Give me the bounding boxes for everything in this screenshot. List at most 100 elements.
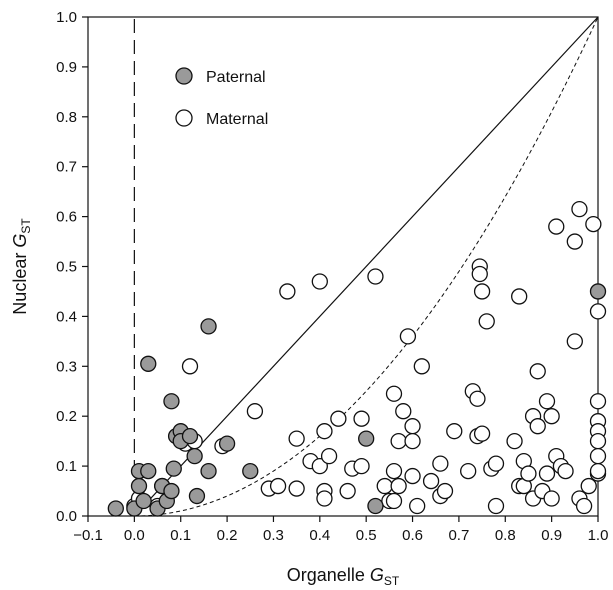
maternal-point xyxy=(473,283,491,300)
paternal-point xyxy=(163,482,180,500)
maternal-point xyxy=(538,393,556,410)
paternal-point xyxy=(181,428,199,445)
x-tick-label: 0.5 xyxy=(356,527,377,544)
maternal-point xyxy=(316,423,333,440)
maternal-point xyxy=(246,403,264,420)
maternal-point xyxy=(436,482,454,500)
maternal-point xyxy=(316,490,333,507)
maternal-point xyxy=(269,477,287,495)
paternal-point xyxy=(140,355,157,372)
maternal-point xyxy=(548,218,565,235)
maternal-point xyxy=(473,425,491,442)
y-axis-title: Nuclear GST xyxy=(10,218,33,315)
x-tick-label: 0.2 xyxy=(217,527,238,544)
maternal-point xyxy=(446,423,463,440)
x-tick-label: 0.6 xyxy=(402,527,423,544)
maternal-point xyxy=(404,432,421,450)
maternal-point xyxy=(557,462,574,480)
maternal-point xyxy=(471,265,488,283)
maternal-point xyxy=(585,215,602,233)
maternal-point xyxy=(330,410,347,427)
y-tick-label: 0.6 xyxy=(56,209,77,226)
reference-lines xyxy=(133,16,599,517)
maternal-point xyxy=(432,455,449,472)
maternal-point xyxy=(409,497,426,515)
paternal-point xyxy=(130,477,148,495)
maternal-point xyxy=(395,403,412,420)
x-tick-label: 0.4 xyxy=(309,527,330,544)
paternal-point xyxy=(165,460,182,477)
maternal-point xyxy=(367,268,384,285)
dashed-curve xyxy=(134,16,599,517)
paternal-point xyxy=(589,283,607,300)
maternal-point xyxy=(413,358,430,375)
maternal-point xyxy=(181,358,199,375)
maternal-point xyxy=(353,410,370,427)
y-tick-label: 0.5 xyxy=(56,259,77,276)
x-tick-label: 0.7 xyxy=(448,527,469,544)
maternal-point xyxy=(376,477,393,495)
maternal-point xyxy=(422,472,440,490)
maternal-point xyxy=(589,447,607,465)
paternal-point xyxy=(200,462,217,480)
y-tick-label: 0.9 xyxy=(56,59,77,76)
maternal-point xyxy=(279,283,296,300)
maternal-point xyxy=(385,492,403,510)
legend-label-paternal: Paternal xyxy=(206,69,266,86)
maternal-point xyxy=(478,313,495,330)
x-tick-label: −0.1 xyxy=(73,527,103,544)
x-tick-label: 0.1 xyxy=(170,527,191,544)
maternal-point xyxy=(589,432,607,450)
maternal-point xyxy=(288,430,305,447)
x-tick-label: 1.0 xyxy=(588,527,609,544)
identity-line xyxy=(133,16,599,517)
paternal-point xyxy=(140,462,157,480)
y-tick-label: 0.7 xyxy=(56,159,77,176)
maternal-point xyxy=(404,467,421,485)
maternal-point xyxy=(566,233,583,250)
x-tick-label: 0.3 xyxy=(263,527,284,544)
maternal-point xyxy=(311,457,328,475)
y-tick-label: 0.0 xyxy=(56,508,77,525)
paternal-point xyxy=(200,318,217,335)
y-tick-label: 0.3 xyxy=(56,358,77,375)
y-tick-label: 0.1 xyxy=(56,458,77,475)
paternal-point xyxy=(242,462,259,480)
maternal-point xyxy=(339,482,356,500)
maternal-point xyxy=(506,432,523,450)
y-tick-label: 0.2 xyxy=(56,408,77,425)
maternal-point xyxy=(575,497,593,515)
maternal-point xyxy=(469,390,486,407)
maternal-point xyxy=(520,465,537,482)
paternal-point xyxy=(107,500,124,517)
paternal-point xyxy=(188,487,206,505)
x-axis-title: Organelle GST xyxy=(287,565,400,588)
legend-marker-maternal xyxy=(175,109,193,127)
legend-label-maternal: Maternal xyxy=(206,111,268,128)
maternal-point xyxy=(460,462,477,480)
maternal-point xyxy=(566,333,583,350)
paternal-point xyxy=(186,447,203,465)
maternal-point xyxy=(529,363,546,380)
maternal-point xyxy=(487,497,505,515)
paternal-point xyxy=(163,393,180,410)
maternal-point xyxy=(589,393,607,410)
y-tick-label: 0.8 xyxy=(56,109,77,126)
maternal-point xyxy=(543,408,560,425)
maternal-point xyxy=(385,462,403,480)
maternal-point xyxy=(543,490,560,507)
maternal-point xyxy=(311,273,328,290)
maternal-point xyxy=(320,447,338,465)
axes: −0.1 0.0 0.1 0.2 0.3 0.4 0.5 0.6 0.7 0.8 0.9 1.0 0.0… xyxy=(10,9,608,588)
maternal-point xyxy=(404,418,421,435)
maternal-point xyxy=(571,200,588,218)
x-tick-label: 0.0 xyxy=(124,527,145,544)
maternal-point xyxy=(353,457,370,475)
maternal-point xyxy=(529,418,546,435)
x-tick-label: 0.8 xyxy=(495,527,516,544)
maternal-point xyxy=(538,465,556,482)
maternal-point xyxy=(580,477,597,495)
data-points xyxy=(107,200,607,517)
maternal-point xyxy=(511,288,528,305)
